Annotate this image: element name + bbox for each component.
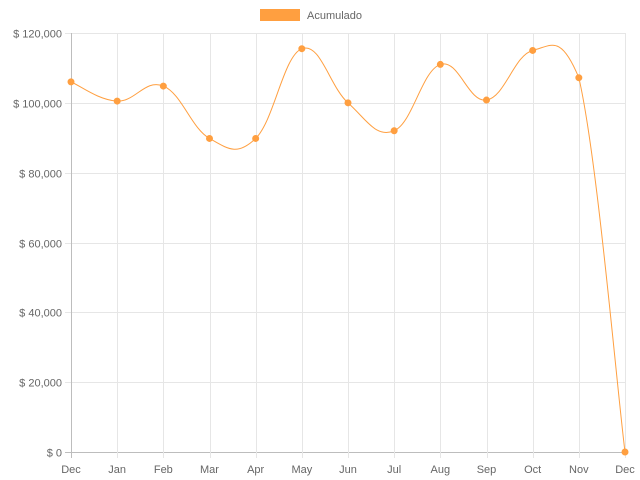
data-point[interactable] [298,45,306,53]
y-tick-label: $ 20,000 [19,378,62,390]
series-line [70,44,626,453]
data-point[interactable] [436,60,444,68]
y-tick-label: $ 120,000 [13,29,62,41]
data-point[interactable] [575,74,583,82]
y-tick-label: $ 100,000 [13,99,62,111]
legend-swatch[interactable] [260,9,300,21]
data-point[interactable] [206,134,213,142]
x-tick-label: Feb [154,464,173,476]
data-point[interactable] [390,127,398,135]
x-tick-label: May [291,464,312,476]
data-point[interactable] [113,97,121,105]
legend-label[interactable]: Acumulado [307,10,362,22]
y-tick-label: $ 60,000 [19,239,62,251]
x-tick-label: Jan [108,464,126,476]
x-axis: Dec Jan Feb Mar Apr May Jun Jul Aug Sep Oct Nov Dec [61,464,635,476]
legend[interactable]: Acumulado [260,9,362,22]
x-tick-label: Aug [431,464,451,476]
data-point[interactable] [344,99,352,107]
x-tick-label: Jun [339,464,357,476]
x-tick-label: Dec [61,464,81,476]
y-tick-label: $ 80,000 [19,169,62,181]
data-point[interactable] [529,46,537,54]
data-point[interactable] [67,78,75,86]
x-tick-label: Jul [387,464,401,476]
x-tick-label: Sep [477,464,497,476]
data-point[interactable] [621,448,629,456]
y-tick-label: $ 0 [47,448,62,460]
x-tick-label: Mar [200,464,219,476]
data-point[interactable] [159,82,167,90]
data-point[interactable] [483,96,490,104]
grid [65,33,626,458]
x-tick-label: Apr [247,464,264,476]
y-tick-label: $ 40,000 [19,308,62,320]
y-axis: $ 0 $ 20,000 $ 40,000 $ 60,000 $ 80,000 $ 100… [13,29,62,460]
x-tick-label: Nov [569,464,589,476]
x-tick-label: Dec [615,464,635,476]
x-tick-label: Oct [524,464,541,476]
series-layer [67,44,629,456]
data-point[interactable] [252,134,260,142]
